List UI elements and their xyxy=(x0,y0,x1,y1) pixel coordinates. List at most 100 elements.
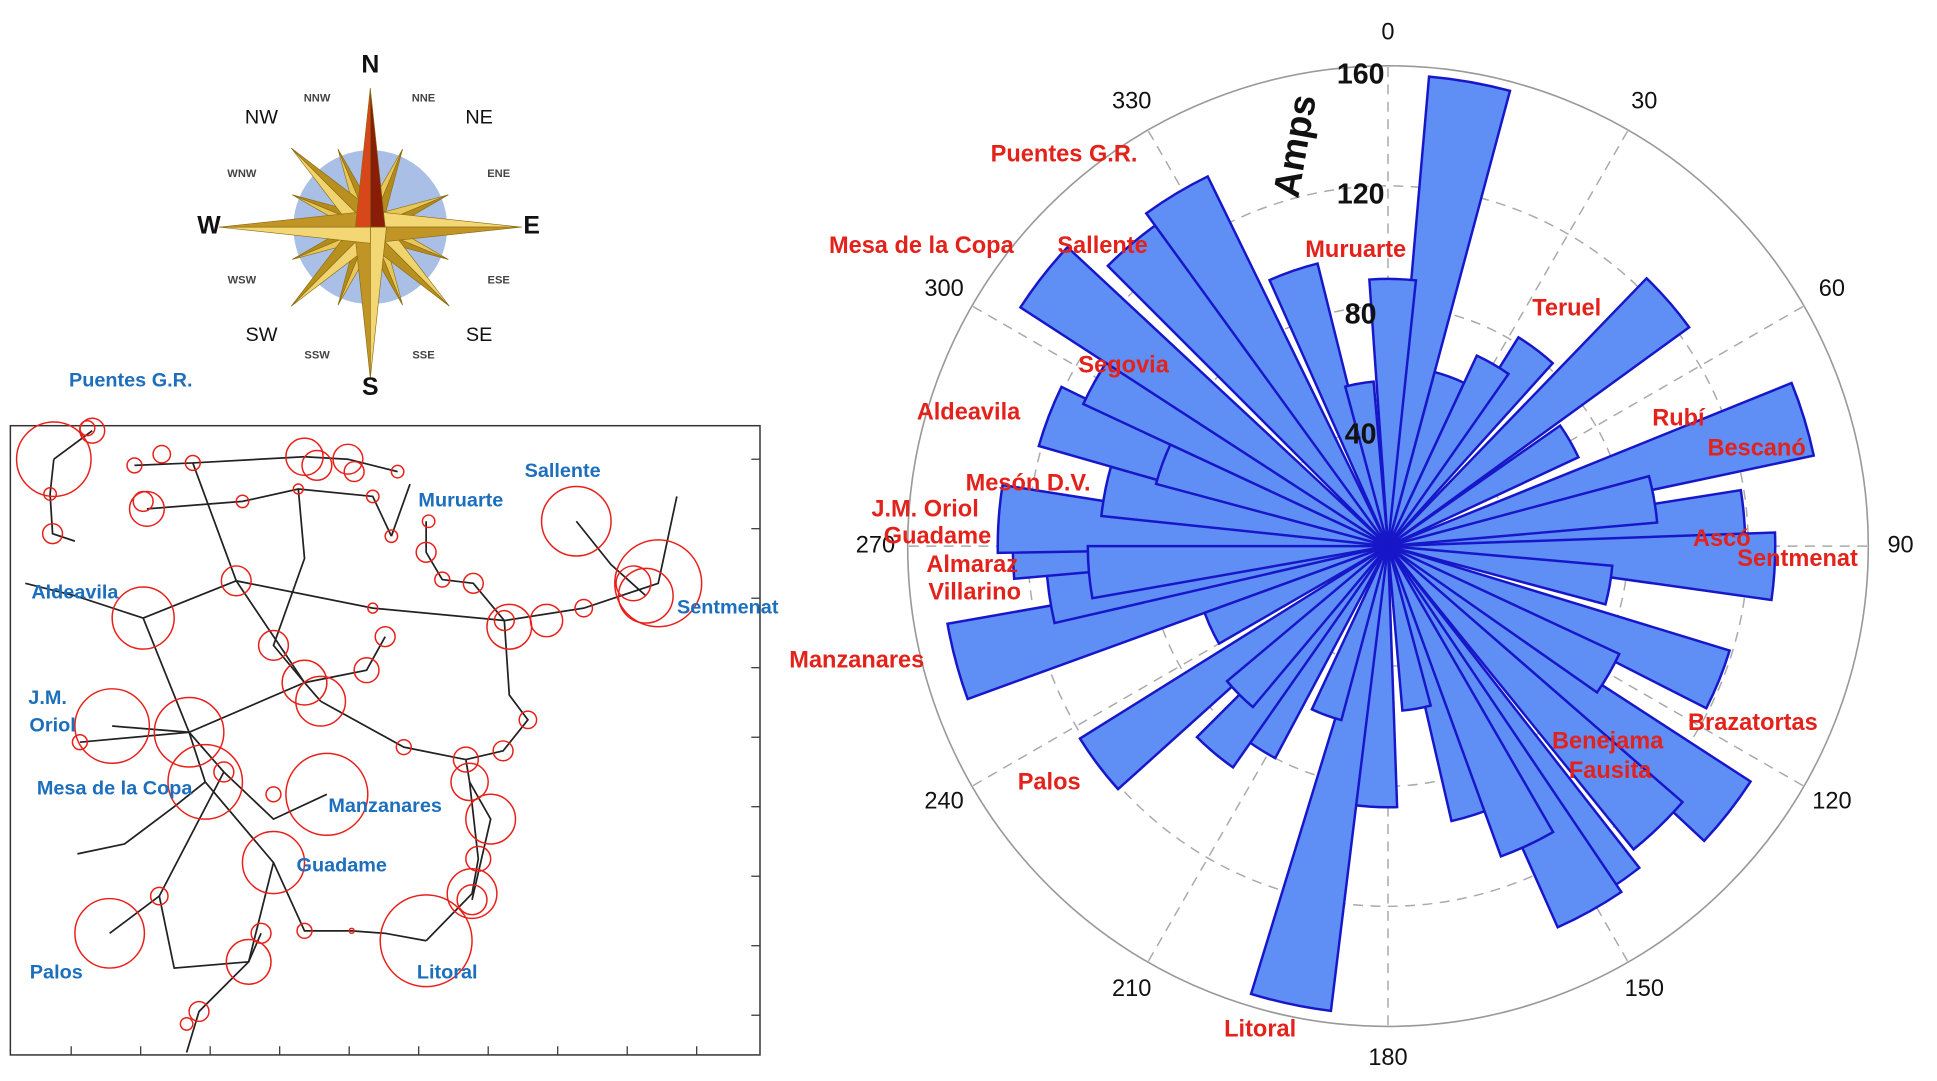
map-node xyxy=(384,529,399,544)
station-annotation: Mesa de la Copa xyxy=(829,232,1015,258)
map-node xyxy=(493,609,516,632)
map-node xyxy=(79,419,96,437)
map-node xyxy=(241,830,306,895)
map-node xyxy=(126,457,143,474)
station-annotation: Fausita xyxy=(1569,757,1652,783)
map-node xyxy=(43,487,58,501)
station-label: Sentmenat xyxy=(677,596,779,618)
theta-tick-label: 90 xyxy=(1887,531,1913,557)
map-node xyxy=(225,938,272,985)
station-annotation: Brazatortas xyxy=(1688,709,1818,735)
map-node xyxy=(367,602,379,614)
rose-bar xyxy=(1086,544,1389,600)
polar-frame xyxy=(906,64,1870,1028)
network-map: Puentes G.R. Muruarte Sallente Aldeavila Sen… xyxy=(9,369,779,1056)
station-annotation: Sentmenat xyxy=(1737,545,1858,571)
station-annotation: Almaraz xyxy=(926,551,1018,577)
station-label: Aldeavila xyxy=(31,581,119,603)
map-frame xyxy=(9,424,761,1056)
map-line xyxy=(575,520,647,597)
map-node xyxy=(301,449,333,482)
map-line xyxy=(142,617,275,1053)
map-node xyxy=(456,884,488,916)
map-node xyxy=(235,494,250,509)
rose-bar xyxy=(1387,545,1685,852)
rose-bar xyxy=(1387,544,1614,606)
compass-label: NNW xyxy=(304,93,331,105)
compass-label: ENE xyxy=(487,168,510,180)
station-annotation: Litoral xyxy=(1224,1015,1296,1041)
map-node xyxy=(465,845,492,872)
map-node xyxy=(434,571,451,588)
compass-label: WSW xyxy=(228,274,257,286)
grid-spoke xyxy=(1387,545,1805,787)
rose-bar xyxy=(1225,545,1389,709)
map-line xyxy=(272,862,427,942)
rose-bar xyxy=(1386,335,1555,547)
map-node xyxy=(184,454,202,472)
map-line xyxy=(158,895,262,969)
map-line xyxy=(390,483,411,537)
station-label: J.M. xyxy=(28,687,67,709)
map-line xyxy=(49,459,76,542)
map-node xyxy=(74,688,151,765)
station-label: Palos xyxy=(30,961,83,983)
map-node xyxy=(213,761,235,783)
station-annotation: Sallente xyxy=(1057,232,1147,258)
map-node xyxy=(71,733,89,751)
compass-label: SW xyxy=(245,324,277,346)
compass-label: SSE xyxy=(412,349,434,361)
grid-spoke xyxy=(1147,545,1389,963)
map-node xyxy=(415,541,437,563)
rose-bar xyxy=(1387,423,1581,548)
theta-tick-label: 60 xyxy=(1819,275,1845,301)
map-line xyxy=(191,462,322,702)
map-node xyxy=(492,740,514,762)
grid-spoke xyxy=(1387,129,1629,547)
theta-tick-label: 330 xyxy=(1112,87,1151,113)
map-node xyxy=(353,657,380,684)
map-line xyxy=(112,725,328,821)
map-node xyxy=(446,868,498,920)
r-tick-label: 120 xyxy=(1337,178,1385,210)
station-annotation: Muruarte xyxy=(1305,236,1406,262)
map-line xyxy=(142,496,678,622)
rose-bar xyxy=(1386,545,1555,858)
station-label: Mesa de la Copa xyxy=(37,778,193,800)
rose-bar xyxy=(1387,276,1691,548)
map-node xyxy=(332,443,364,475)
map-line xyxy=(146,488,393,537)
map-node xyxy=(179,1016,194,1031)
station-annotation: Teruel xyxy=(1532,294,1601,320)
station-label: Muruarte xyxy=(418,490,503,512)
r-tick-label: 80 xyxy=(1345,298,1377,330)
map-node xyxy=(379,894,473,988)
theta-tick-label: 300 xyxy=(924,275,963,301)
station-annotation: Segovia xyxy=(1078,351,1169,377)
map-node xyxy=(15,421,92,498)
map-node xyxy=(149,886,169,906)
map-line xyxy=(77,781,206,855)
map-node xyxy=(41,523,64,545)
station-annotation: Ascó xyxy=(1693,525,1751,551)
rose-bar xyxy=(1387,474,1659,548)
map-node xyxy=(465,793,517,845)
station-label: Litoral xyxy=(417,961,478,983)
map-line xyxy=(425,781,480,942)
rose-bar xyxy=(1386,545,1433,712)
map-node xyxy=(188,1000,210,1023)
theta-tick-label: 150 xyxy=(1625,975,1664,1001)
map-node xyxy=(111,586,175,650)
compass-label: N xyxy=(361,51,379,78)
map-node xyxy=(132,490,154,513)
station-label: Puentes G.R. xyxy=(69,369,193,391)
rose-bar xyxy=(1368,277,1418,547)
theta-tick-label: 180 xyxy=(1368,1044,1407,1070)
map-node xyxy=(292,483,305,495)
rose-bar xyxy=(1203,544,1389,646)
map-node xyxy=(518,710,538,730)
map-node xyxy=(529,603,564,638)
compass-label: S xyxy=(362,374,379,401)
station-annotation: Mesón D.V. xyxy=(966,469,1091,495)
station-annotation: Puentes G.R. xyxy=(991,140,1138,166)
